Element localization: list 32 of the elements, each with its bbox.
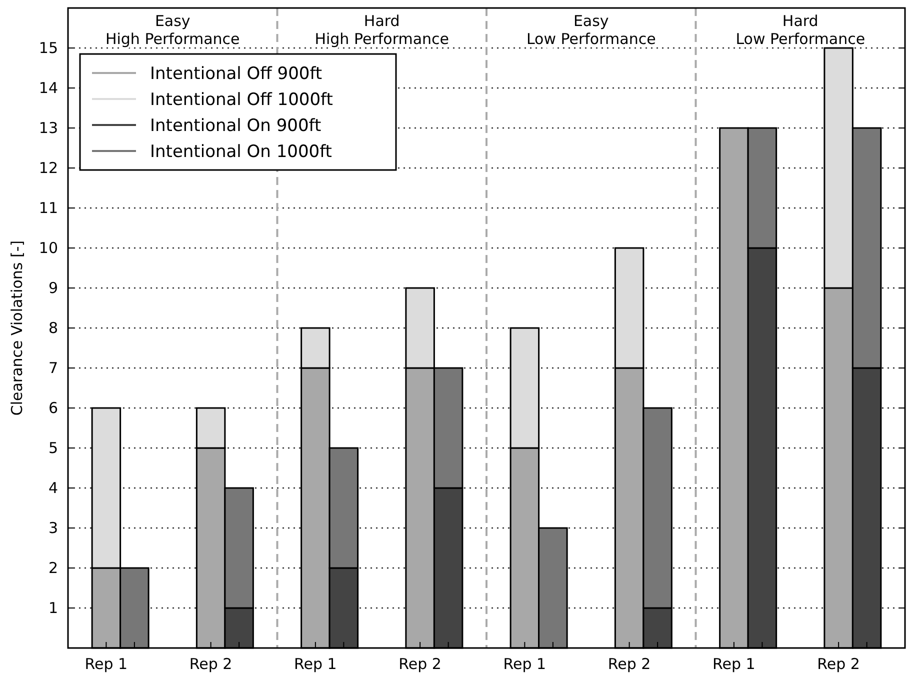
y-tick-label: 13 — [38, 118, 58, 137]
y-tick-label: 1 — [48, 598, 58, 617]
x-tick-label: Rep 1 — [503, 655, 546, 673]
y-tick-label: 15 — [38, 38, 58, 57]
x-tick-label: Rep 1 — [294, 655, 337, 673]
x-tick-label: Rep 2 — [608, 655, 651, 673]
legend-label: Intentional On 900ft — [150, 116, 322, 136]
y-tick-label: 4 — [48, 478, 58, 497]
x-tick-label: Rep 2 — [189, 655, 232, 673]
y-tick-label: 3 — [48, 518, 58, 537]
y-tick-label: 12 — [38, 158, 58, 177]
legend-label: Intentional On 1000ft — [150, 142, 332, 162]
x-tick-label: Rep 1 — [84, 655, 128, 673]
y-tick-label: 14 — [38, 78, 58, 97]
annotation: Hard Low Performance — [736, 12, 866, 48]
legend-label: Intentional Off 900ft — [150, 64, 322, 84]
y-tick-label: 5 — [48, 438, 58, 457]
annotation: Hard High Performance — [314, 12, 450, 48]
annotation: Easy High Performance — [105, 12, 240, 48]
legend-label: Intentional Off 1000ft — [150, 90, 334, 110]
y-tick-label: 9 — [48, 278, 58, 297]
annotation: Easy Low Performance — [526, 12, 656, 48]
x-tick-label: Rep 1 — [712, 655, 756, 673]
y-tick-label: 7 — [48, 358, 58, 377]
y-tick-label: 11 — [38, 198, 58, 217]
x-tick-label: Rep 2 — [817, 655, 860, 673]
y-tick-label: 8 — [48, 318, 58, 337]
y-tick-label: 6 — [48, 398, 58, 417]
y-tick-label: 2 — [48, 558, 58, 577]
y-axis-title: Clearance Violations [-] — [8, 240, 26, 416]
y-tick-label: 10 — [38, 238, 58, 257]
x-tick-label: Rep 2 — [398, 655, 442, 673]
